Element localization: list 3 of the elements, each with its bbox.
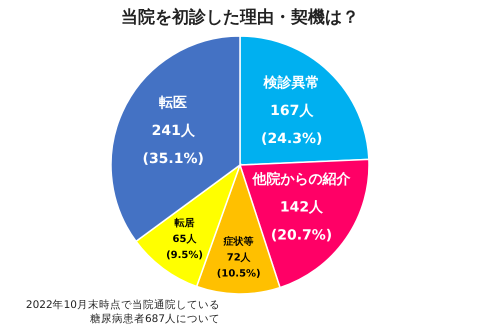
annotation: 糖尿病患者687人について	[90, 312, 220, 325]
annotation: 2022年10月末時点で当院通院している	[26, 298, 220, 311]
title: 当院を初診した理由・契機は？	[121, 8, 359, 28]
